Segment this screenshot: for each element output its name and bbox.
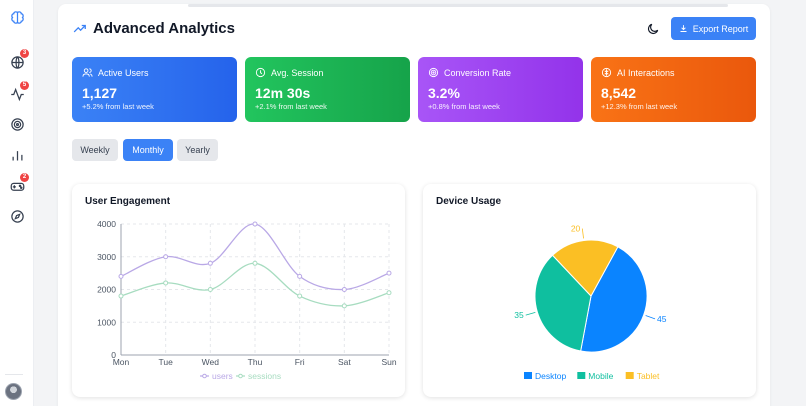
pie-label-leader — [525, 311, 536, 316]
device-usage-card: Device Usage 45 35 20 Desktop Mobile Tablet — [423, 184, 756, 397]
y-tick-label: 2000 — [97, 285, 116, 295]
legend-swatch — [524, 372, 532, 379]
stat-delta: +2.1% from last week — [255, 102, 327, 111]
y-tick-label: 3000 — [97, 252, 116, 262]
page-header: Advanced Analytics — [73, 20, 235, 37]
pie-slice-tablet — [551, 239, 619, 297]
pie-data-label: 20 — [571, 224, 581, 234]
tab-monthly[interactable]: Monthly — [123, 139, 173, 161]
dark-mode-toggle-icon[interactable] — [646, 22, 660, 36]
chart-title: Device Usage — [436, 196, 502, 207]
target-icon[interactable] — [9, 116, 25, 132]
data-point-sessions — [341, 303, 347, 309]
notification-badge: 5 — [20, 81, 29, 90]
main-panel: Advanced Analytics Export Report Active … — [58, 4, 770, 406]
data-point-sessions — [118, 293, 124, 299]
legend-label: users — [212, 371, 233, 381]
legend-label: sessions — [248, 371, 281, 381]
stat-card-conversion-rate: Conversion Rate 3.2% +0.8% from last wee… — [418, 57, 583, 122]
data-point-users — [297, 273, 303, 279]
data-point-users — [207, 260, 213, 266]
x-tick-label: Wed — [202, 357, 220, 367]
legend-label: Tablet — [637, 371, 660, 381]
stat-delta: +5.2% from last week — [82, 102, 154, 111]
sidebar-divider — [5, 374, 23, 375]
tab-yearly[interactable]: Yearly — [177, 139, 218, 161]
stat-delta: +0.8% from last week — [428, 102, 500, 111]
data-point-sessions — [163, 280, 169, 286]
x-tick-label: Mon — [113, 357, 130, 367]
pie-label-leader — [645, 315, 656, 320]
legend-marker — [202, 373, 207, 379]
y-tick-label: 4000 — [97, 219, 116, 229]
stat-value: 1,127 — [82, 85, 118, 101]
x-tick-label: Tue — [158, 357, 173, 367]
trending-up-icon — [73, 24, 86, 32]
top-divider — [188, 4, 728, 7]
x-tick-label: Sat — [338, 357, 351, 367]
device-usage-chart: 45 35 20 Desktop Mobile Tablet — [514, 224, 667, 381]
stat-value: 12m 30s — [255, 85, 311, 101]
data-point-sessions — [207, 287, 213, 292]
brain-icon[interactable] — [9, 9, 25, 25]
pie-data-label: 35 — [514, 310, 524, 320]
tab-weekly[interactable]: Weekly — [72, 139, 118, 161]
export-report-label: Export Report — [692, 23, 749, 34]
data-point-sessions — [297, 293, 303, 299]
data-point-users — [386, 270, 392, 276]
user-engagement-card: User Engagement 0 1000 2000 3000 4000 Mon Tue W… — [72, 184, 405, 397]
notification-badge: 2 — [20, 173, 29, 182]
stat-label: Conversion Rate — [444, 67, 512, 78]
bar-chart-icon[interactable] — [9, 147, 25, 163]
legend-marker — [238, 373, 243, 379]
avatar[interactable] — [5, 383, 22, 400]
chart-title: User Engagement — [85, 196, 171, 207]
notification-badge: 3 — [20, 49, 29, 58]
data-point-users — [118, 273, 124, 279]
stat-value: 3.2% — [428, 85, 460, 101]
download-icon — [680, 25, 687, 32]
target-icon — [428, 67, 439, 78]
activity-icon[interactable]: 5 — [9, 81, 29, 102]
data-point-sessions — [252, 260, 258, 266]
clock-icon — [255, 67, 266, 78]
x-tick-label: Sun — [381, 357, 396, 367]
y-tick-label: 0 — [111, 350, 116, 360]
gamepad-icon[interactable]: 2 — [9, 173, 29, 194]
pie-slice-mobile — [534, 254, 592, 352]
data-point-users — [341, 287, 347, 292]
stat-label: AI Interactions — [617, 67, 675, 78]
stat-value: 8,542 — [601, 85, 637, 101]
legend-label: Desktop — [535, 371, 566, 381]
stat-label: Active Users — [98, 67, 149, 78]
user-engagement-chart: 0 1000 2000 3000 4000 Mon Tue Wed Thu Fri Sat Sun us… — [97, 219, 397, 381]
x-tick-label: Fri — [295, 357, 305, 367]
legend-label: Mobile — [588, 371, 613, 381]
pie-label-leader — [581, 228, 584, 239]
pie-data-label: 45 — [657, 314, 667, 324]
sidebar: 3 5 2 — [0, 0, 34, 406]
export-report-button[interactable]: Export Report — [671, 17, 756, 40]
stat-label: Avg. Session — [271, 67, 324, 78]
data-point-users — [163, 254, 169, 260]
brain-icon — [601, 67, 612, 78]
pie-slice-desktop — [580, 246, 648, 353]
legend-swatch — [577, 372, 586, 379]
users-icon — [82, 68, 93, 77]
x-tick-label: Thu — [248, 357, 263, 367]
stat-delta: +12.3% from last week — [601, 102, 678, 111]
y-tick-label: 1000 — [97, 317, 116, 327]
data-point-users — [252, 221, 258, 227]
globe-icon[interactable]: 3 — [9, 49, 29, 70]
page-title: Advanced Analytics — [93, 20, 235, 37]
compass-icon[interactable] — [9, 208, 25, 224]
legend-swatch — [625, 372, 634, 379]
stat-card-avg-session: Avg. Session 12m 30s +2.1% from last wee… — [245, 57, 410, 122]
stat-card-ai-interactions: AI Interactions 8,542 +12.3% from last w… — [591, 57, 756, 122]
stat-card-active-users: Active Users 1,127 +5.2% from last week — [72, 57, 237, 122]
data-point-sessions — [386, 290, 392, 296]
